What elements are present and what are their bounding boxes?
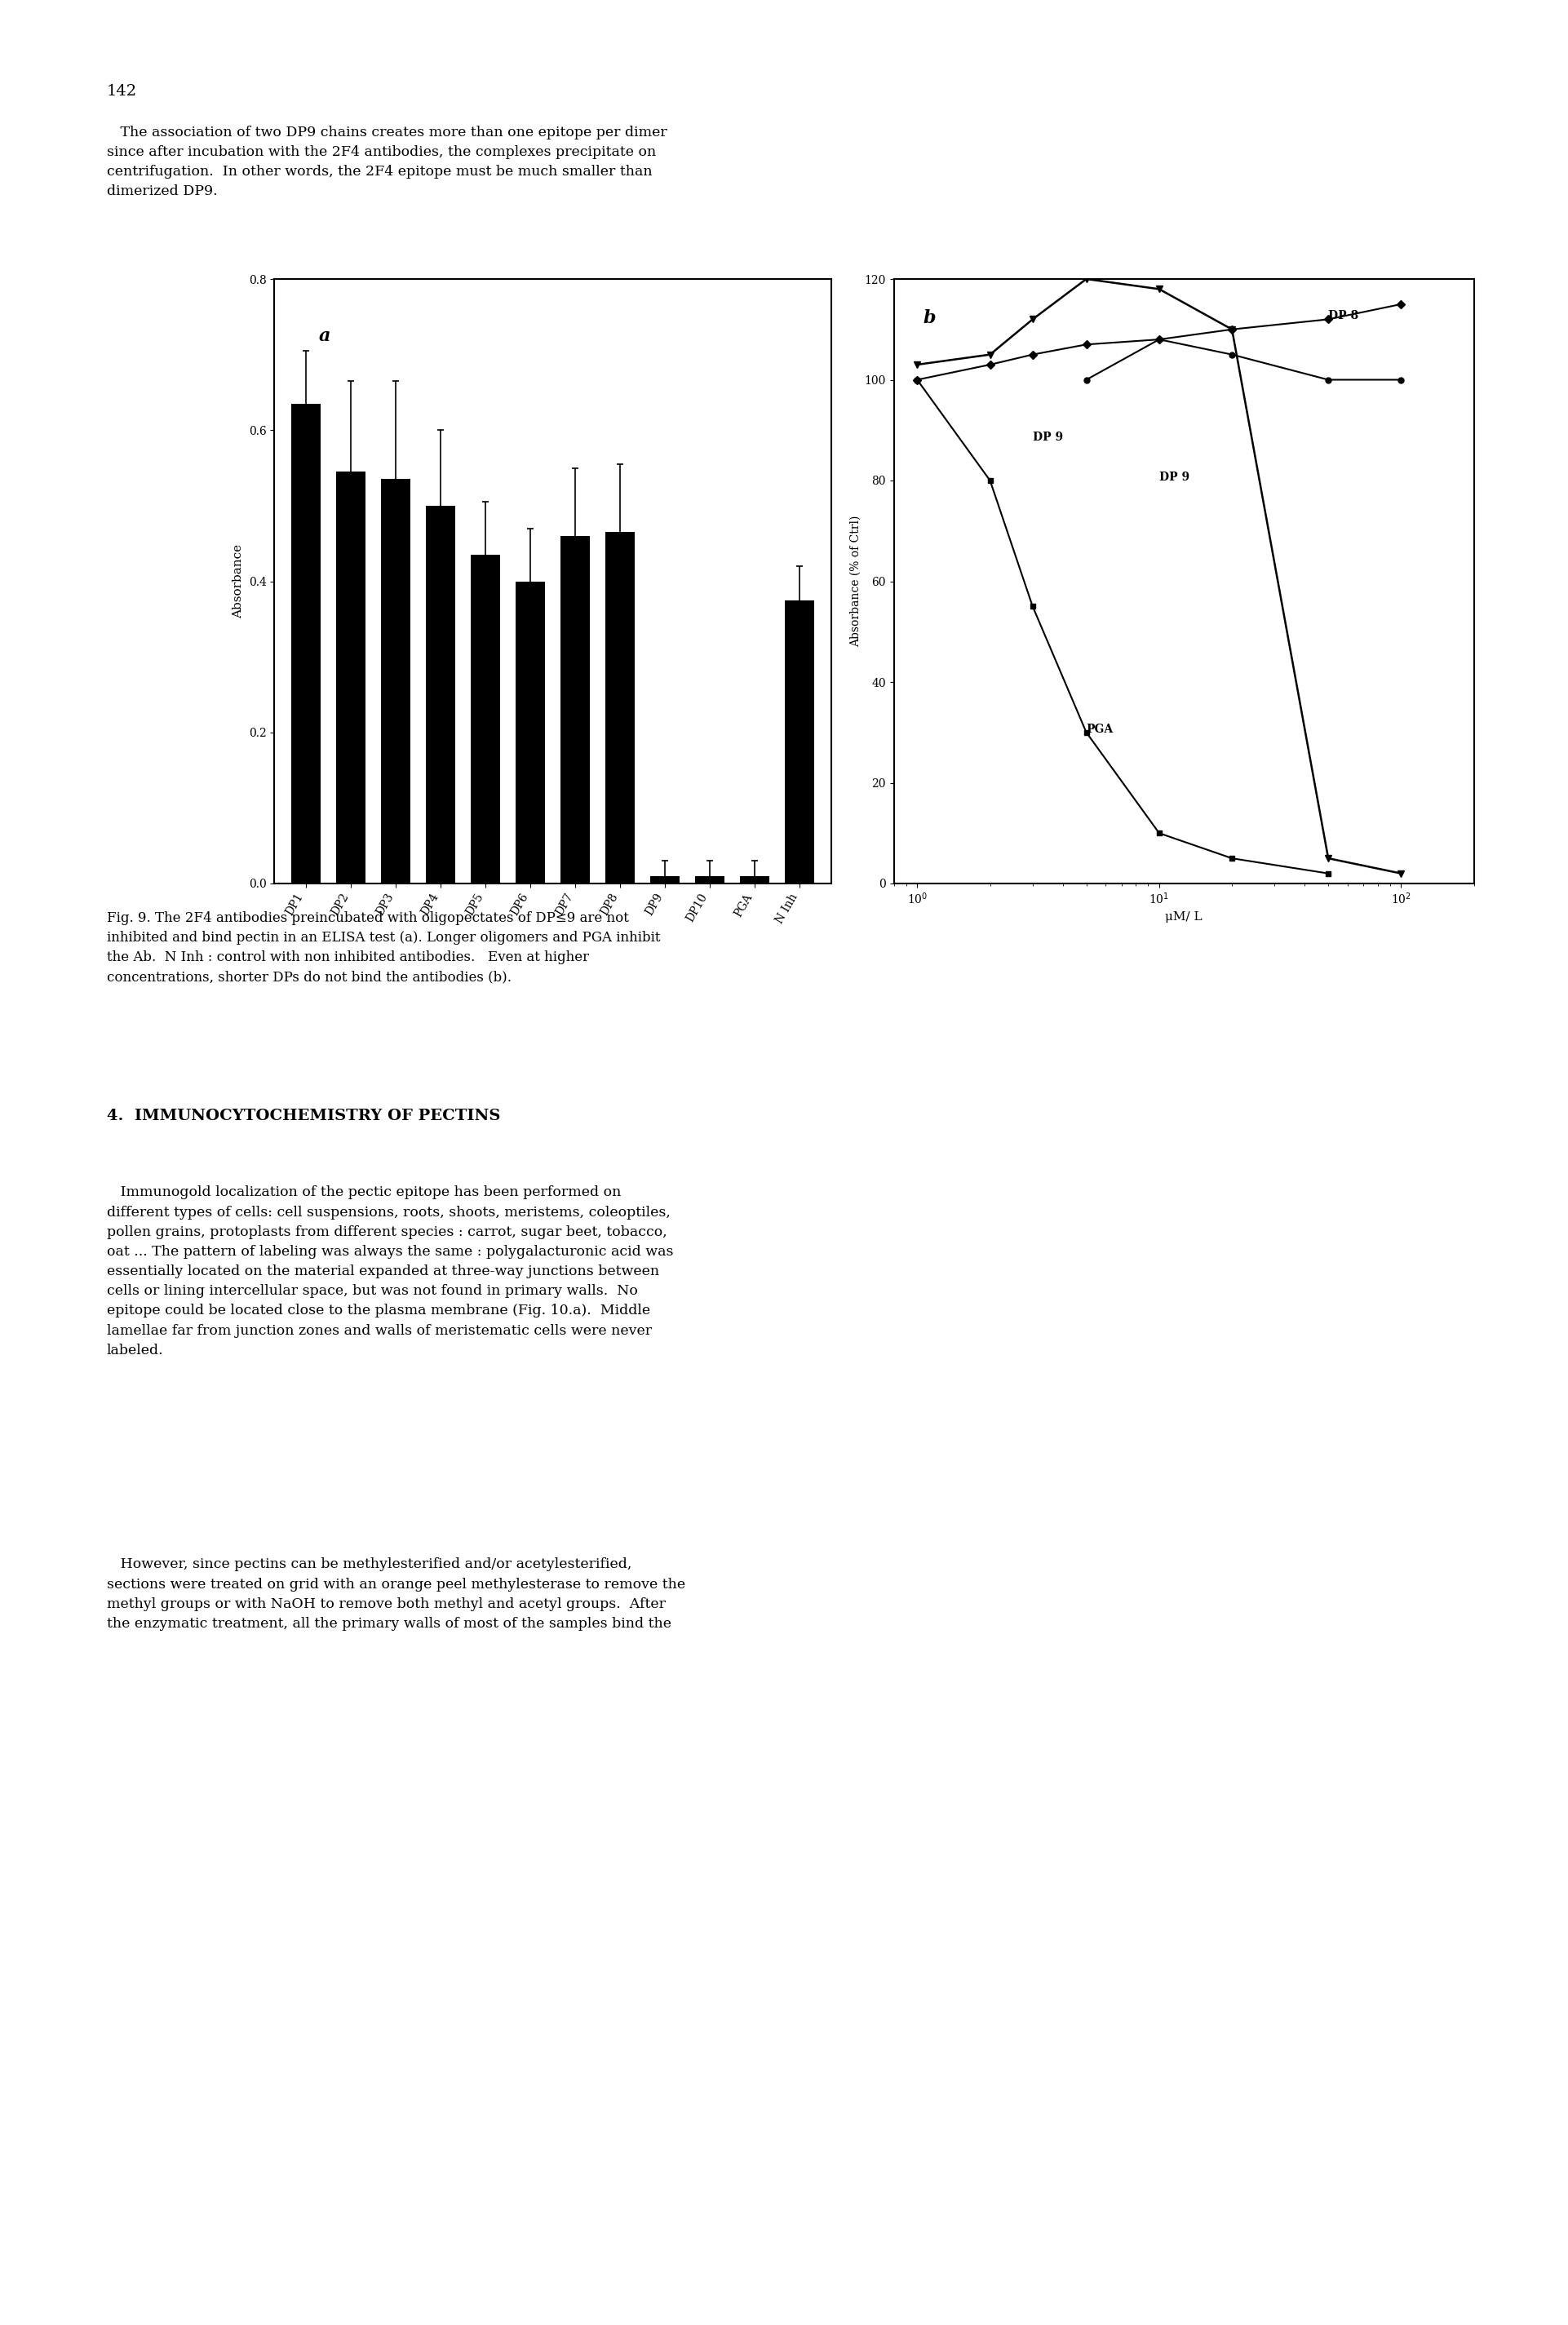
Bar (470, 556, 500, 884)
Bar (516, 581, 544, 884)
Text: The association of two DP9 chains creates more than one epitope per dimer
since : The association of two DP9 chains create… (107, 126, 666, 198)
Bar (605, 532, 635, 884)
Bar (381, 479, 411, 884)
Bar (292, 405, 320, 884)
Bar (695, 877, 724, 884)
Bar (786, 600, 814, 884)
Y-axis label: Absorbance (% of Ctrl): Absorbance (% of Ctrl) (850, 516, 861, 646)
Text: DP 9: DP 9 (1033, 430, 1063, 442)
Text: Fig. 9. The 2F4 antibodies preincubated with oligopectates of DP≤9 are not
inhib: Fig. 9. The 2F4 antibodies preincubated … (107, 911, 660, 983)
Text: DP 8: DP 8 (1328, 309, 1358, 321)
Text: However, since pectins can be methylesterified and/or acetylesterified,
sections: However, since pectins can be methyleste… (107, 1558, 685, 1630)
Text: 142: 142 (107, 84, 136, 98)
Text: b: b (922, 309, 936, 328)
Text: Immunogold localization of the pectic epitope has been performed on
different ty: Immunogold localization of the pectic ep… (107, 1186, 673, 1358)
Text: a: a (318, 328, 331, 346)
Text: DP 9: DP 9 (1159, 472, 1190, 484)
Bar (561, 537, 590, 884)
Y-axis label: Absorbance: Absorbance (232, 544, 245, 618)
X-axis label: μM/ L: μM/ L (1165, 911, 1203, 923)
Bar (740, 877, 770, 884)
Bar (426, 507, 455, 884)
Text: 4.  IMMUNOCYTOCHEMISTRY OF PECTINS: 4. IMMUNOCYTOCHEMISTRY OF PECTINS (107, 1109, 500, 1123)
Text: PGA: PGA (1087, 723, 1113, 735)
Bar (651, 877, 679, 884)
Bar (336, 472, 365, 884)
